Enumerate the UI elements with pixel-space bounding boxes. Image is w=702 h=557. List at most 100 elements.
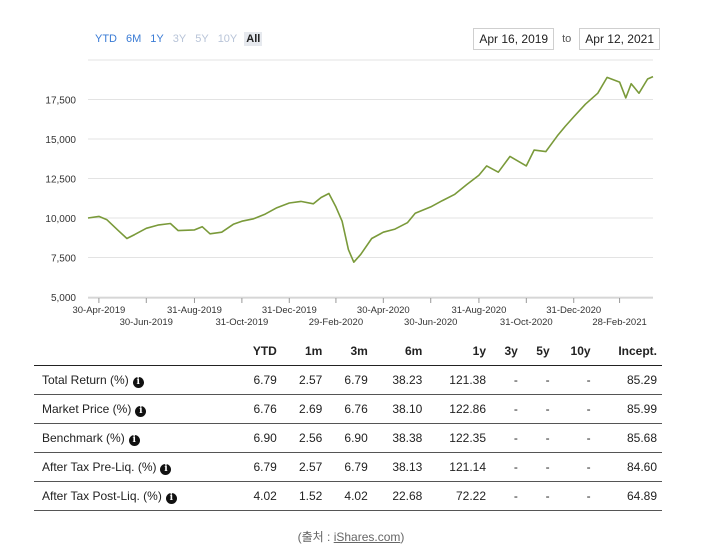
range-tab-all[interactable]: All — [244, 32, 263, 46]
table-cell: 38.10 — [372, 394, 428, 424]
row-label-cell: Market Price (%) i — [34, 394, 236, 424]
column-header-6m: 6m — [372, 338, 428, 366]
table-cell: - — [491, 481, 523, 511]
y-tick-label: 12,500 — [45, 175, 76, 186]
date-separator: to — [562, 33, 572, 45]
row-label: After Tax Pre-Liq. (%) — [42, 459, 157, 474]
table-cell: - — [554, 423, 596, 453]
table-cell: 6.90 — [327, 423, 373, 453]
table-cell: 6.76 — [327, 394, 373, 424]
table-cell: 4.02 — [235, 481, 282, 511]
table-row: Total Return (%) i 6.79 2.57 6.79 38.23 121.38… — [34, 365, 662, 395]
table-cell: 1.52 — [281, 481, 328, 511]
x-tick-label: 31-Dec-2020 — [546, 305, 601, 316]
info-icon[interactable]: i — [128, 434, 140, 446]
table-cell: 6.76 — [235, 394, 282, 424]
row-label-cell: Total Return (%) i — [34, 365, 236, 395]
table-cell: 6.79 — [327, 365, 373, 395]
row-label: Total Return (%) — [42, 372, 129, 387]
chart-series — [87, 75, 654, 263]
x-tick-label: 30-Apr-2020 — [357, 305, 410, 316]
table-cell: 6.79 — [235, 452, 282, 482]
info-icon[interactable]: i — [135, 405, 147, 417]
table-cell: 38.38 — [372, 423, 428, 453]
range-tab-ytd[interactable]: YTD — [95, 33, 117, 45]
column-header-3y: 3y — [491, 338, 523, 366]
info-icon[interactable]: i — [165, 492, 177, 504]
table-cell: 2.57 — [281, 452, 328, 482]
table-cell: 6.79 — [235, 365, 282, 395]
table-cell: - — [522, 481, 555, 511]
table-cell: 6.90 — [235, 423, 282, 453]
performance-table: YTD 1m 3m 6m 1y 3y 5y 10y Incept. Total Return (… — [34, 338, 662, 511]
table-cell: 6.79 — [327, 452, 373, 482]
source-prefix: (출처 : — [297, 530, 334, 544]
series-line — [87, 75, 654, 263]
x-tick-label: 29-Feb-2020 — [309, 317, 363, 328]
table-cell: 2.56 — [281, 423, 328, 453]
range-tab-6m[interactable]: 6M — [126, 33, 142, 45]
column-header-incept: Incept. — [595, 338, 662, 366]
table-cell: - — [554, 394, 596, 424]
column-header-5y: 5y — [522, 338, 555, 366]
table-cell: 38.23 — [372, 365, 428, 395]
table-cell: 2.69 — [281, 394, 328, 424]
table-header-row: YTD 1m 3m 6m 1y 3y 5y 10y Incept. — [34, 338, 662, 366]
y-axis-ticks: 5,000 7,500 10,000 12,500 15,000 17,500 — [45, 96, 76, 305]
x-axis-ticks: 30-Apr-2019 31-Aug-2019 31-Dec-2019 30-Apr-… — [72, 297, 653, 328]
column-header-3m: 3m — [327, 338, 373, 366]
y-tick-label: 7,500 — [51, 254, 76, 265]
table-cell: 85.68 — [595, 423, 662, 453]
table-cell: 122.35 — [427, 423, 491, 453]
date-from-input[interactable]: Apr 16, 2019 — [473, 28, 555, 50]
table-cell: - — [522, 365, 555, 395]
table-cell: 38.13 — [372, 452, 428, 482]
table-cell: - — [491, 423, 523, 453]
table-cell: 84.60 — [595, 452, 662, 482]
chart-grid — [88, 59, 653, 298]
table-row: Market Price (%) i 6.76 2.69 6.76 38.10 122.86… — [34, 394, 662, 424]
info-icon[interactable]: i — [132, 376, 144, 388]
table-cell: - — [491, 394, 523, 424]
y-tick-label: 5,000 — [51, 293, 76, 304]
table-row: After Tax Pre-Liq. (%) i 6.79 2.57 6.79 38.13… — [34, 452, 662, 482]
column-header-1m: 1m — [281, 338, 328, 366]
x-tick-label: 30-Jun-2020 — [404, 317, 457, 328]
row-label: Market Price (%) — [42, 401, 132, 416]
table-cell: 85.29 — [595, 365, 662, 395]
x-tick-label: 31-Oct-2019 — [215, 317, 268, 328]
table-cell: - — [554, 481, 596, 511]
source-caption: (출처 : iShares.com) — [0, 528, 702, 545]
row-label-cell: After Tax Post-Liq. (%) i — [34, 481, 236, 511]
x-tick-label: 30-Apr-2019 — [72, 305, 125, 316]
table-cell: - — [491, 365, 523, 395]
table-cell: 121.38 — [427, 365, 491, 395]
x-tick-label: 31-Aug-2019 — [167, 305, 222, 316]
x-tick-label: 31-Oct-2020 — [500, 317, 553, 328]
performance-line-chart: 5,000 7,500 10,000 12,500 15,000 17,500 30-Ap… — [45, 59, 654, 328]
y-tick-label: 15,000 — [45, 135, 76, 146]
table-cell: 72.22 — [427, 481, 491, 511]
row-label: Benchmark (%) — [42, 430, 125, 445]
date-to-input[interactable]: Apr 12, 2021 — [579, 28, 660, 50]
table-cell: - — [491, 452, 523, 482]
table-cell: 22.68 — [372, 481, 428, 511]
y-tick-label: 17,500 — [45, 96, 76, 107]
table-cell: - — [522, 423, 555, 453]
y-tick-label: 10,000 — [45, 214, 76, 225]
table-cell: 122.86 — [427, 394, 491, 424]
row-label: After Tax Post-Liq. (%) — [42, 488, 162, 503]
header-blank — [34, 338, 236, 366]
table-cell: - — [554, 365, 596, 395]
column-header-1y: 1y — [427, 338, 491, 366]
range-selector: YTD 6M 1Y 3Y 5Y 10Y All — [93, 32, 263, 46]
range-tab-10y: 10Y — [217, 33, 238, 45]
info-icon[interactable]: i — [160, 463, 172, 475]
range-tab-3y: 3Y — [172, 33, 187, 45]
table-cell: 2.57 — [281, 365, 328, 395]
range-tab-1y[interactable]: 1Y — [150, 33, 164, 45]
table-cell: 4.02 — [327, 481, 373, 511]
table-row: After Tax Post-Liq. (%) i 4.02 1.52 4.02 22.6… — [34, 481, 662, 511]
source-link[interactable]: iShares.com — [333, 530, 401, 544]
date-range: Apr 16, 2019 to Apr 12, 2021 — [473, 28, 660, 50]
